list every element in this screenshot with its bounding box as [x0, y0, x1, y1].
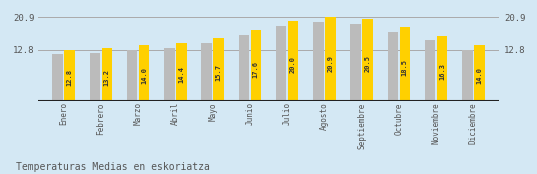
Text: 17.6: 17.6: [253, 61, 259, 78]
Bar: [251, 30, 261, 101]
Text: 20.5: 20.5: [365, 56, 371, 72]
Text: 14.0: 14.0: [141, 67, 147, 84]
Bar: [276, 26, 286, 101]
Bar: [201, 43, 212, 101]
Bar: [213, 38, 224, 101]
Text: 14.0: 14.0: [476, 67, 482, 84]
Bar: [388, 31, 398, 101]
Bar: [425, 40, 436, 101]
Bar: [127, 50, 137, 101]
Text: Temperaturas Medias en eskoriatza: Temperaturas Medias en eskoriatza: [16, 162, 210, 172]
Text: 20.9: 20.9: [328, 55, 333, 72]
Text: 18.5: 18.5: [402, 59, 408, 76]
Bar: [400, 27, 410, 101]
Text: 20.0: 20.0: [290, 56, 296, 73]
Bar: [64, 50, 75, 101]
Bar: [288, 21, 298, 101]
Text: 12.8: 12.8: [67, 69, 72, 86]
Text: 14.4: 14.4: [178, 66, 184, 84]
Text: 15.7: 15.7: [215, 64, 222, 81]
Bar: [313, 22, 324, 101]
Bar: [164, 48, 175, 101]
Bar: [90, 53, 100, 101]
Bar: [101, 48, 112, 101]
Bar: [53, 54, 63, 101]
Bar: [325, 17, 336, 101]
Bar: [462, 50, 473, 101]
Text: 16.3: 16.3: [439, 63, 445, 80]
Bar: [351, 23, 361, 101]
Bar: [362, 19, 373, 101]
Bar: [176, 43, 186, 101]
Text: 13.2: 13.2: [104, 69, 110, 86]
Bar: [239, 35, 249, 101]
Bar: [437, 35, 447, 101]
Bar: [474, 45, 484, 101]
Bar: [139, 45, 149, 101]
